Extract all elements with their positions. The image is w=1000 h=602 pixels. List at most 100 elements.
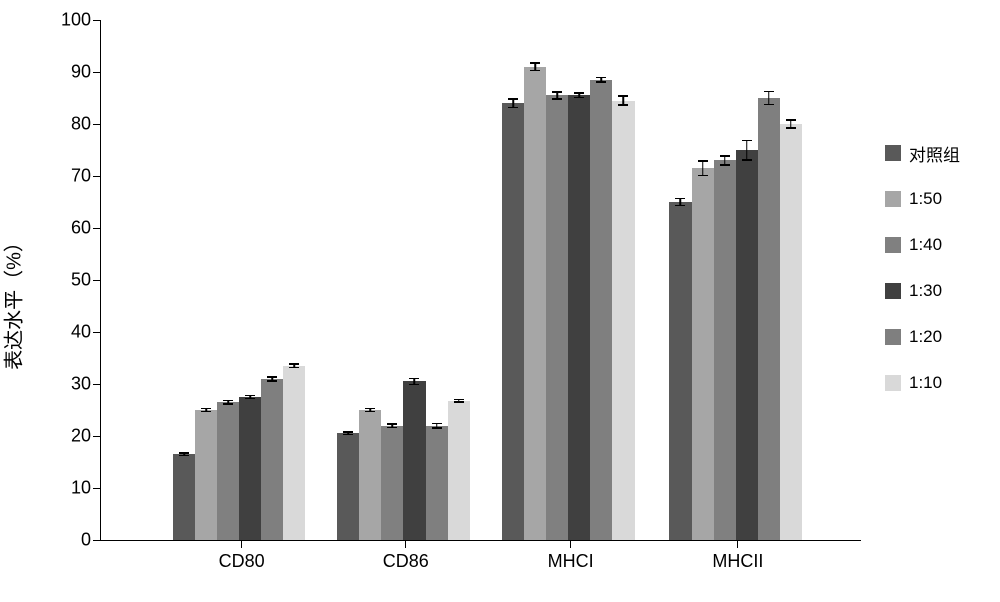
error-cap [786, 127, 796, 129]
legend-item: 1:40 [885, 222, 960, 268]
error-cap [720, 155, 730, 157]
bar [217, 402, 239, 540]
legend-label: 1:50 [909, 189, 942, 209]
error-cap [698, 175, 708, 177]
bar [692, 168, 714, 540]
y-tick-label: 60 [46, 218, 91, 239]
error-cap [432, 427, 442, 429]
error-cap [454, 401, 464, 403]
y-tick [93, 124, 101, 125]
error-cap [387, 423, 397, 425]
error-cap [764, 104, 774, 106]
error-cap [530, 62, 540, 64]
error-bar [768, 91, 770, 104]
legend-label: 1:30 [909, 281, 942, 301]
legend-item: 1:20 [885, 314, 960, 360]
bar [239, 397, 261, 540]
bar [780, 124, 802, 540]
error-cap [245, 398, 255, 400]
error-cap [552, 98, 562, 100]
x-tick [737, 540, 738, 548]
error-bar [702, 161, 704, 176]
error-cap [409, 378, 419, 380]
bar [261, 379, 283, 540]
bar [669, 202, 691, 540]
bar [426, 426, 448, 540]
bar [403, 381, 425, 540]
y-tick-label: 0 [46, 530, 91, 551]
error-cap [267, 376, 277, 378]
legend-swatch [885, 283, 901, 299]
error-cap [618, 104, 628, 106]
error-cap [343, 431, 353, 433]
error-cap [574, 97, 584, 99]
error-cap [764, 91, 774, 93]
error-cap [267, 380, 277, 382]
plot-area: 0102030405060708090100CD80CD86MHCIMHCII [100, 20, 861, 541]
y-axis-title: 表达水平（%） [0, 232, 27, 370]
bar [714, 160, 736, 540]
error-cap [618, 95, 628, 97]
y-tick [93, 72, 101, 73]
bar [590, 80, 612, 540]
bar [546, 95, 568, 540]
error-cap [454, 399, 464, 401]
x-tick-label: CD86 [383, 551, 429, 572]
y-tick-label: 100 [46, 10, 91, 31]
error-cap [675, 198, 685, 200]
error-cap [201, 408, 211, 410]
bar [758, 98, 780, 540]
error-cap [409, 384, 419, 386]
error-cap [508, 107, 518, 109]
legend-item: 1:50 [885, 176, 960, 222]
error-cap [365, 411, 375, 413]
error-cap [742, 159, 752, 161]
error-cap [508, 98, 518, 100]
x-tick [241, 540, 242, 548]
error-cap [742, 140, 752, 142]
bar [283, 366, 305, 540]
y-tick-label: 50 [46, 270, 91, 291]
y-tick-label: 10 [46, 478, 91, 499]
legend-item: 1:30 [885, 268, 960, 314]
x-tick [405, 540, 406, 548]
error-cap [179, 452, 189, 454]
bar [612, 101, 634, 540]
figure: 表达水平（%） 0102030405060708090100CD80CD86MH… [0, 0, 1000, 602]
error-cap [223, 400, 233, 402]
legend-label: 1:40 [909, 235, 942, 255]
y-tick [93, 332, 101, 333]
y-tick [93, 384, 101, 385]
error-cap [289, 363, 299, 365]
y-tick-label: 40 [46, 322, 91, 343]
error-cap [530, 70, 540, 72]
y-tick [93, 228, 101, 229]
y-tick-label: 20 [46, 426, 91, 447]
bar [502, 103, 524, 540]
bar [359, 410, 381, 540]
error-cap [720, 164, 730, 166]
legend-item: 对照组 [885, 130, 960, 176]
y-tick-label: 30 [46, 374, 91, 395]
error-bar [746, 140, 748, 160]
y-tick [93, 436, 101, 437]
error-cap [596, 81, 606, 83]
x-tick-label: MHCI [548, 551, 594, 572]
y-tick [93, 176, 101, 177]
error-cap [596, 77, 606, 79]
bar [337, 433, 359, 540]
y-tick-label: 90 [46, 62, 91, 83]
bar [448, 401, 470, 540]
error-cap [245, 395, 255, 397]
y-tick [93, 540, 101, 541]
legend-item: 1:10 [885, 360, 960, 406]
legend-swatch [885, 375, 901, 391]
error-cap [552, 91, 562, 93]
error-cap [201, 411, 211, 413]
y-tick-label: 70 [46, 166, 91, 187]
error-cap [574, 92, 584, 94]
error-cap [432, 423, 442, 425]
error-cap [343, 434, 353, 436]
error-cap [365, 408, 375, 410]
y-tick [93, 488, 101, 489]
